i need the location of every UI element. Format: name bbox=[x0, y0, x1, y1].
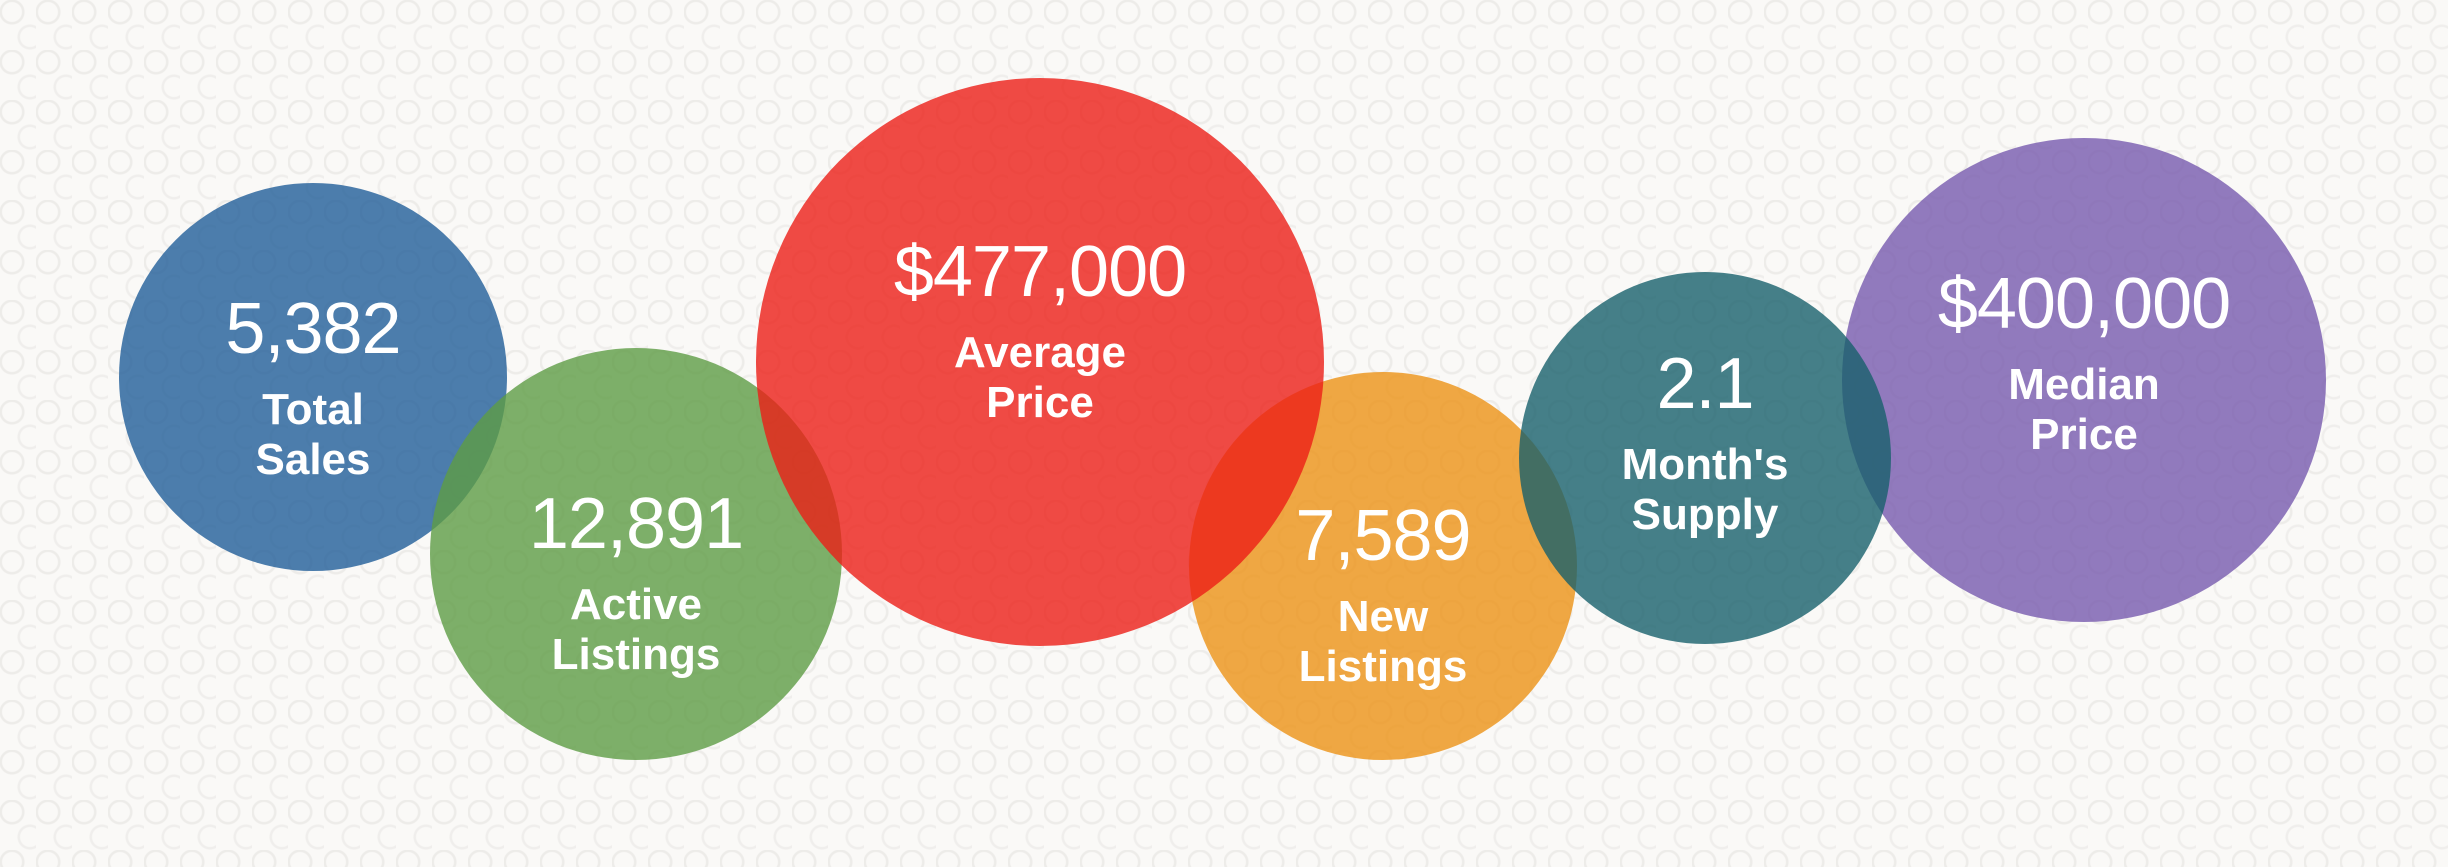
stat-bubble-months-supply: 2.1 Month's Supply bbox=[1519, 272, 1891, 644]
stat-text-group: $400,000 Median Price bbox=[1937, 263, 2231, 460]
stat-label-line-2: Sales bbox=[255, 435, 371, 484]
stat-label-line-1: Total bbox=[262, 384, 364, 434]
stat-label: Total Sales bbox=[256, 385, 371, 485]
stat-bubble-average-price: $477,000 Average Price bbox=[756, 78, 1324, 646]
stat-label-line-2: Price bbox=[2030, 410, 2138, 459]
stat-text-group: 2.1 Month's Supply bbox=[1622, 348, 1789, 540]
stat-label: Month's Supply bbox=[1622, 440, 1789, 540]
stat-label: Median Price bbox=[2008, 360, 2160, 460]
stat-label: New Listings bbox=[1299, 592, 1468, 692]
stat-bubble-total-sales: 5,382 Total Sales bbox=[119, 183, 507, 571]
stat-label-line-1: Average bbox=[953, 327, 1127, 377]
stat-value: 12,891 bbox=[528, 483, 744, 564]
stat-label-line-2: Price bbox=[986, 378, 1094, 427]
stat-label-line-2: Listings bbox=[551, 630, 721, 679]
stat-text-group: 7,589 New Listings bbox=[1295, 495, 1471, 692]
stat-value: $477,000 bbox=[893, 231, 1187, 312]
stat-bubble-median-price: $400,000 Median Price bbox=[1842, 138, 2326, 622]
stat-label-line-2: Supply bbox=[1631, 490, 1779, 539]
stat-value: 5,382 bbox=[225, 288, 401, 369]
stat-value: $400,000 bbox=[1937, 263, 2231, 344]
stat-value: 2.1 bbox=[1656, 343, 1754, 424]
stat-label-line-1: Median bbox=[2008, 359, 2160, 409]
stat-label-line-1: New bbox=[1337, 591, 1429, 641]
stat-text-group: $477,000 Average Price bbox=[893, 231, 1187, 428]
stat-label: Average Price bbox=[954, 328, 1126, 428]
stat-label: Active Listings bbox=[552, 580, 721, 680]
stat-label-line-1: Active bbox=[569, 579, 703, 629]
stat-text-group: 5,382 Total Sales bbox=[225, 288, 401, 485]
stat-label-line-1: Month's bbox=[1621, 439, 1789, 489]
stat-label-line-2: Listings bbox=[1298, 642, 1468, 691]
stat-value: 7,589 bbox=[1295, 495, 1471, 576]
stat-text-group: 12,891 Active Listings bbox=[528, 483, 744, 680]
